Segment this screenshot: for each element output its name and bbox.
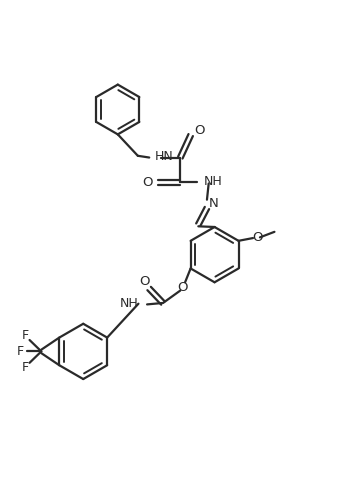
Text: NH: NH [119, 297, 138, 310]
Text: O: O [143, 176, 153, 189]
Text: O: O [252, 231, 263, 244]
Text: N: N [208, 197, 218, 211]
Text: F: F [22, 361, 29, 374]
Text: O: O [194, 123, 205, 137]
Text: NH: NH [204, 175, 222, 188]
Text: F: F [22, 329, 29, 342]
Text: HN: HN [155, 150, 174, 163]
Text: F: F [17, 345, 24, 358]
Text: O: O [140, 275, 150, 288]
Text: O: O [177, 281, 188, 294]
